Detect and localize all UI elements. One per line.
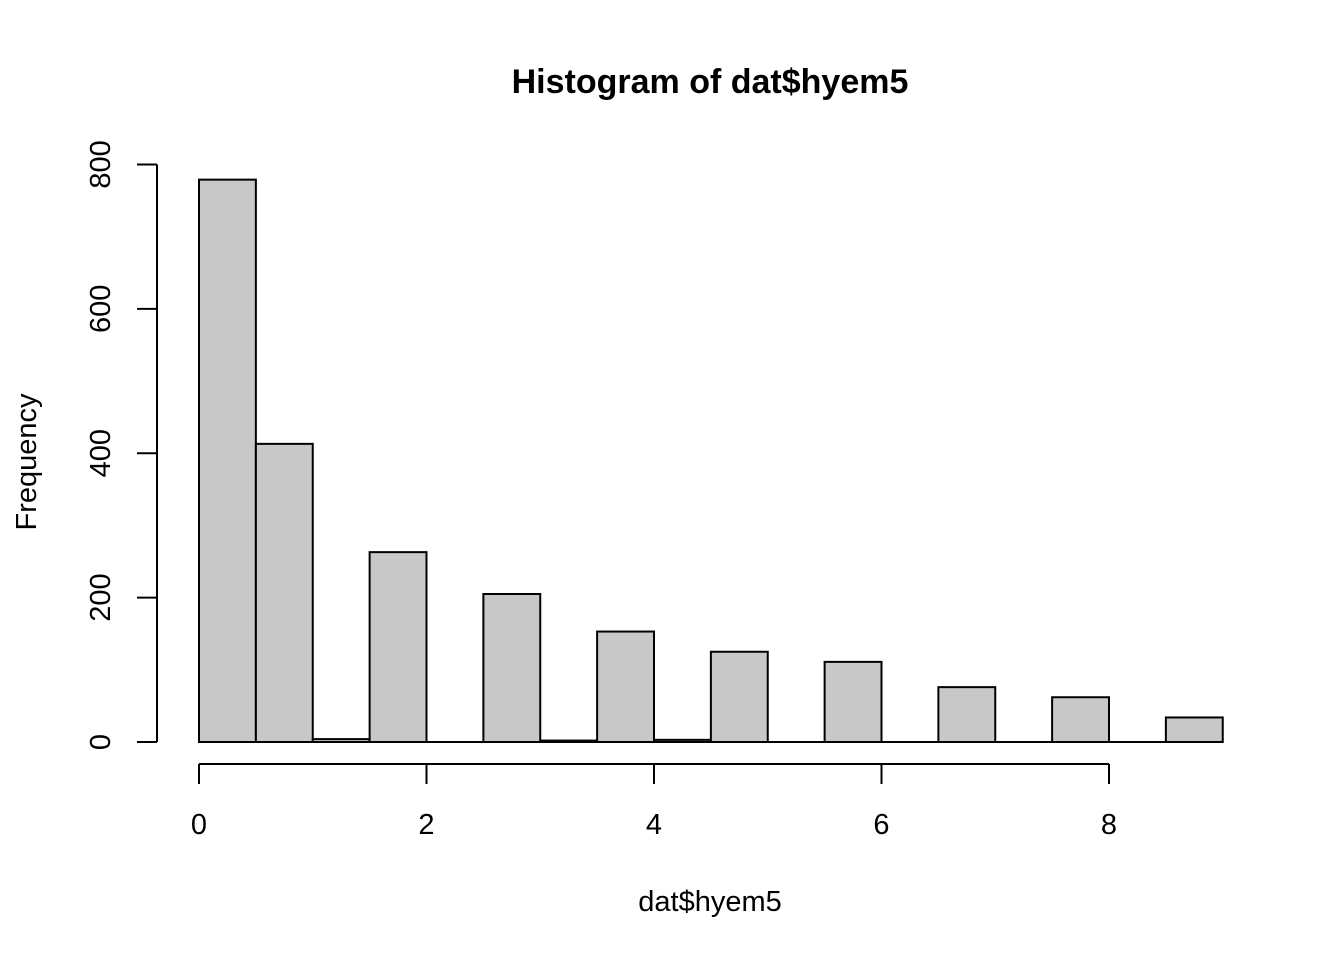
y-tick-label: 200 [85, 573, 117, 621]
histogram-bar [709, 650, 769, 744]
x-tick-label: 0 [191, 809, 207, 841]
x-tick-label: 8 [1101, 809, 1117, 841]
y-tick-label: 600 [85, 285, 117, 333]
y-tick-label: 400 [85, 429, 117, 477]
histogram-bar [1051, 696, 1110, 743]
histogram-bar [653, 738, 712, 743]
x-axis: 0 2 4 6 8 [191, 763, 1117, 841]
x-tick-label: 2 [418, 809, 434, 841]
y-tick-label: 0 [85, 734, 117, 750]
y-tick-label: 800 [85, 140, 117, 188]
x-tick-label: 6 [873, 809, 889, 841]
bars-group [198, 178, 1224, 744]
histogram-bar [254, 442, 314, 743]
histogram-bar [198, 178, 257, 743]
histogram-bar [823, 660, 883, 743]
histogram-bar [596, 630, 655, 744]
y-axis: 0 200 400 600 800 [85, 140, 158, 750]
histogram-bar [937, 686, 997, 744]
x-tick-label: 4 [646, 809, 662, 841]
histogram-bar [482, 593, 542, 743]
chart-title: Histogram of dat$hyem5 [512, 63, 909, 101]
y-axis-label: Frequency [11, 393, 43, 531]
histogram-bar [1164, 716, 1224, 743]
histogram-bar [311, 738, 371, 744]
histogram-bar [368, 551, 428, 744]
histogram-bar [539, 739, 599, 744]
x-axis-label: dat$hyem5 [638, 886, 782, 918]
